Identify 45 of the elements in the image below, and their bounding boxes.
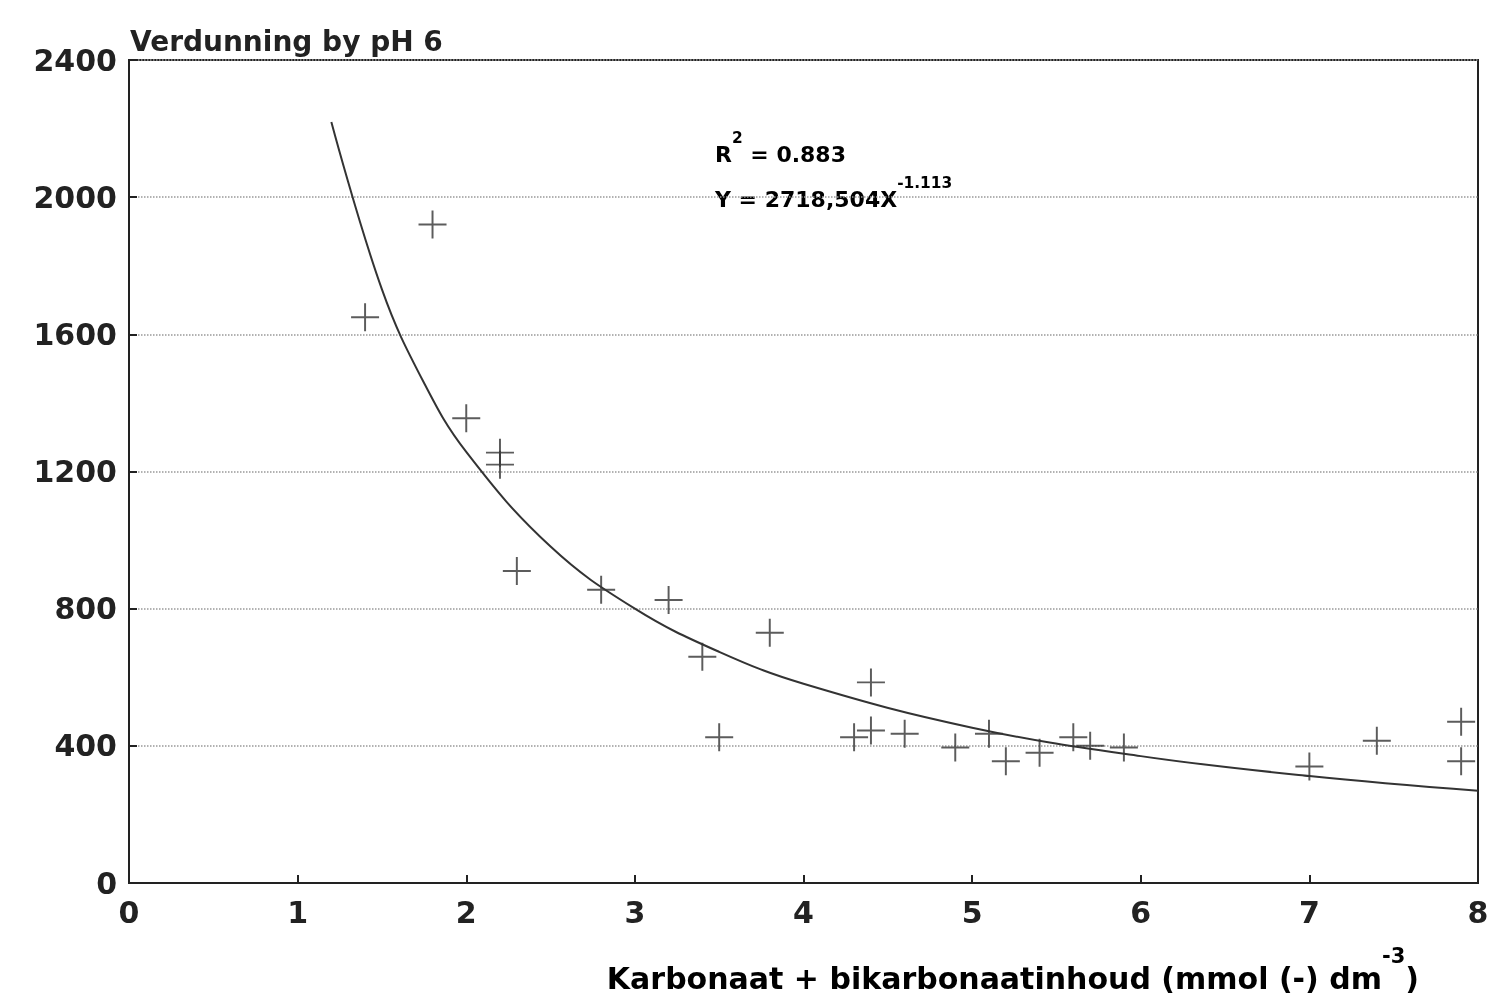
point (856, 668, 885, 697)
point (1025, 738, 1054, 767)
point (856, 716, 885, 745)
point (587, 575, 616, 604)
point (890, 719, 919, 748)
y-tick-label: 800 (54, 591, 117, 627)
y-tick-label: 1600 (33, 316, 117, 352)
point (1362, 726, 1391, 755)
y-tick-label: 2400 (33, 42, 117, 78)
y-tick-label: 400 (54, 728, 117, 764)
annotation: R2 = 0.883 (715, 128, 846, 167)
y-tick-label: 2000 (33, 179, 117, 215)
point (941, 733, 970, 762)
point (1447, 707, 1476, 736)
y-tick-label: 1200 (33, 454, 117, 489)
point (991, 747, 1020, 776)
point (1447, 747, 1476, 776)
point (418, 210, 447, 239)
point (688, 642, 717, 671)
x-tick-label: 7 (1298, 894, 1320, 930)
point (351, 303, 380, 332)
point (840, 723, 869, 752)
x-tick-label: 5 (961, 894, 983, 930)
x-tick-label: 4 (793, 894, 814, 930)
x-tick-label: 3 (624, 894, 646, 930)
point (654, 586, 683, 615)
point (1295, 752, 1324, 781)
point (705, 723, 734, 752)
x-tick-label: 6 (1130, 894, 1152, 930)
point (502, 556, 531, 585)
chart-title: Verdunning by pH 6 (130, 25, 443, 59)
point (1076, 731, 1105, 760)
x-axis-title: Karbonaat + bikarbonaatinhoud (mmol (-) dm-3) (606, 943, 1420, 996)
annotation: Y = 2718,504X-1.113 (714, 173, 953, 212)
point (452, 404, 481, 433)
x-tick-label: 1 (287, 894, 309, 930)
point (1059, 723, 1088, 752)
point (485, 450, 514, 479)
line-series (330, 121, 1479, 792)
x-tick-label: 2 (455, 894, 477, 930)
point (1109, 733, 1138, 762)
x-tick-label: 8 (1467, 894, 1489, 930)
x-tick-label: 0 (118, 894, 140, 930)
point (755, 618, 784, 647)
y-tick-label: 0 (96, 865, 117, 901)
